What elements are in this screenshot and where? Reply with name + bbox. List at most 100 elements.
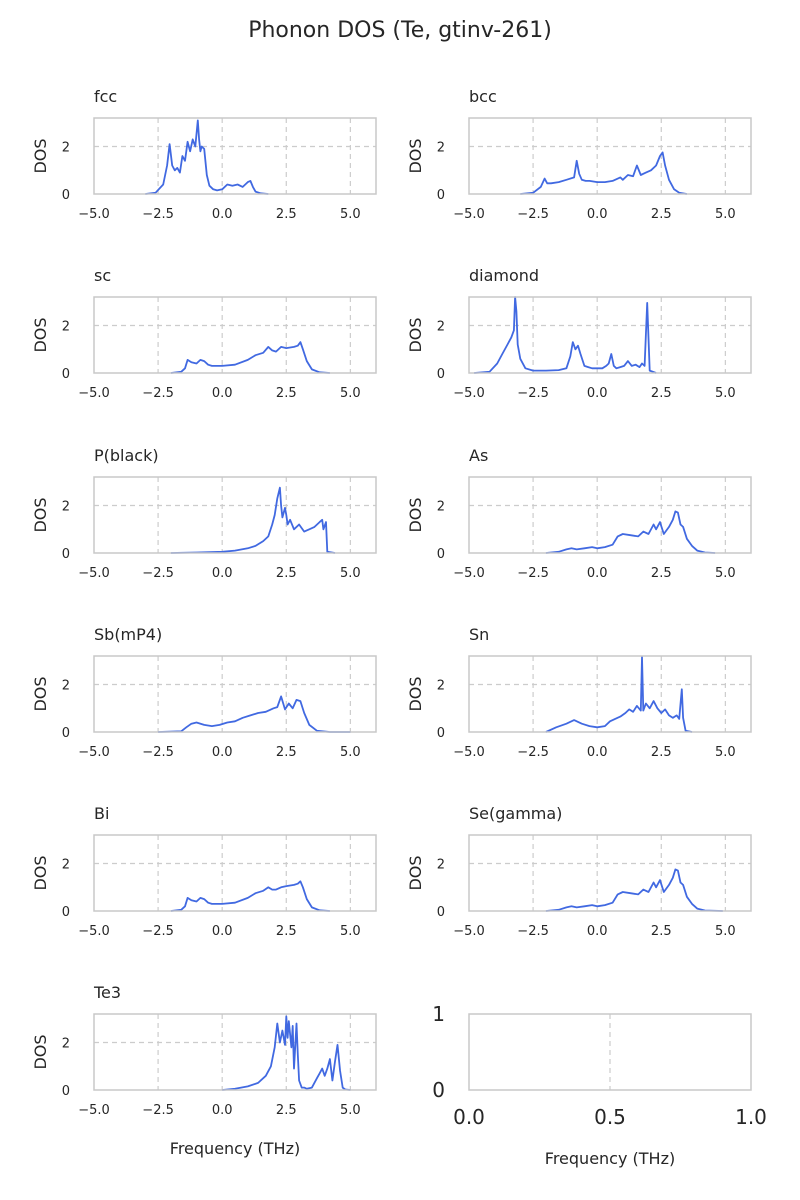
x-tick-label: 2.5 xyxy=(651,386,672,401)
x-tick-label: −5.0 xyxy=(78,745,110,760)
x-tick-label: −2.5 xyxy=(517,207,549,222)
x-tick-label: 0.0 xyxy=(587,207,608,222)
x-tick-label: 2.5 xyxy=(651,207,672,222)
x-tick-label: 0.0 xyxy=(587,924,608,939)
subplot-sc: −5.0 −2.5 0.0 2.5 5.0 0 2 sc DOS xyxy=(31,266,377,401)
y-tick-label: 0 xyxy=(62,188,70,203)
x-tick-label: 5.0 xyxy=(340,566,361,581)
x-tick-label: −2.5 xyxy=(517,566,549,581)
x-tick-label: −5.0 xyxy=(453,386,485,401)
y-axis-label: DOS xyxy=(31,1034,50,1069)
subplot-te3: −5.0 −2.5 0.0 2.5 5.0 0 2 Te3 DOS Frequency (THz) xyxy=(31,983,377,1158)
x-tick-label: 0.0 xyxy=(212,745,233,760)
subplot-title: Bi xyxy=(94,804,109,823)
dos-line xyxy=(158,695,351,733)
y-tick-label: 2 xyxy=(437,858,445,873)
y-axis-label: DOS xyxy=(31,855,50,890)
y-axis-label: DOS xyxy=(406,855,425,890)
x-tick-label: −5.0 xyxy=(78,386,110,401)
y-axis-label: DOS xyxy=(406,676,425,711)
x-tick-label: 5.0 xyxy=(340,386,361,401)
x-tick-label: −2.5 xyxy=(517,745,549,760)
y-tick-label: 2 xyxy=(62,141,70,156)
y-tick-label: 2 xyxy=(437,679,445,694)
x-tick-label: 2.5 xyxy=(651,924,672,939)
subplot-title: P(black) xyxy=(94,446,159,465)
plot-frame xyxy=(93,296,377,374)
dos-line xyxy=(520,151,688,195)
x-tick-label: −5.0 xyxy=(453,207,485,222)
plot-frame xyxy=(468,834,752,912)
y-tick-label: 2 xyxy=(62,500,70,515)
dos-line xyxy=(145,119,269,195)
x-tick-label: 2.5 xyxy=(276,207,297,222)
subplot-title: Se(gamma) xyxy=(469,804,562,823)
x-tick-label: 5.0 xyxy=(715,924,736,939)
y-axis-label: DOS xyxy=(406,497,425,532)
x-tick-label: −2.5 xyxy=(142,924,174,939)
x-tick-label: 0.0 xyxy=(212,386,233,401)
subplot-se-gamma-: −5.0 −2.5 0.0 2.5 5.0 0 2 Se(gamma) DOS xyxy=(406,804,752,939)
plot-frame xyxy=(468,1013,752,1091)
subplot-bcc: −5.0 −2.5 0.0 2.5 5.0 0 2 bcc DOS xyxy=(406,87,752,222)
y-tick-label: 2 xyxy=(62,320,70,335)
x-tick-label: 2.5 xyxy=(651,566,672,581)
plot-frame xyxy=(93,655,377,733)
dos-line xyxy=(222,1015,351,1091)
x-tick-label: 1.0 xyxy=(735,1105,767,1129)
x-tick-label: −5.0 xyxy=(453,566,485,581)
x-tick-label: −5.0 xyxy=(78,924,110,939)
y-tick-label: 0 xyxy=(62,1084,70,1099)
y-tick-label: 1 xyxy=(432,1002,445,1026)
x-tick-label: 5.0 xyxy=(715,386,736,401)
x-tick-label: 2.5 xyxy=(276,386,297,401)
subplot-title: Te3 xyxy=(93,983,121,1002)
y-tick-label: 0 xyxy=(62,726,70,741)
subplot-title: fcc xyxy=(94,87,117,106)
subplot-sn: −5.0 −2.5 0.0 2.5 5.0 0 2 Sn DOS xyxy=(406,625,752,760)
x-tick-label: 0.0 xyxy=(587,566,608,581)
x-tick-label: −5.0 xyxy=(453,924,485,939)
x-tick-label: 5.0 xyxy=(340,1103,361,1118)
y-axis-label: DOS xyxy=(31,317,50,352)
y-tick-label: 0 xyxy=(62,367,70,382)
x-tick-label: 2.5 xyxy=(651,745,672,760)
subplot-title: Sb(mP4) xyxy=(94,625,162,644)
plot-frame xyxy=(93,476,377,554)
x-tick-label: −2.5 xyxy=(142,745,174,760)
x-tick-label: 0.0 xyxy=(212,566,233,581)
y-axis-label: DOS xyxy=(31,138,50,173)
y-tick-label: 0 xyxy=(437,188,445,203)
x-tick-label: −5.0 xyxy=(78,1103,110,1118)
y-tick-label: 0 xyxy=(62,547,70,562)
y-tick-label: 0 xyxy=(62,905,70,920)
y-tick-label: 0 xyxy=(437,367,445,382)
x-tick-label: 5.0 xyxy=(340,924,361,939)
x-tick-label: 2.5 xyxy=(276,566,297,581)
subplot-as: −5.0 −2.5 0.0 2.5 5.0 0 2 As DOS xyxy=(406,446,752,581)
x-tick-label: 0.0 xyxy=(587,386,608,401)
plot-frame xyxy=(93,117,377,195)
y-tick-label: 2 xyxy=(437,141,445,156)
subplot-bi: −5.0 −2.5 0.0 2.5 5.0 0 2 Bi DOS xyxy=(31,804,377,939)
x-tick-label: 5.0 xyxy=(715,566,736,581)
y-tick-label: 0 xyxy=(432,1078,445,1102)
x-tick-label: −2.5 xyxy=(517,924,549,939)
x-tick-label: −5.0 xyxy=(78,566,110,581)
subplot-fcc: −5.0 −2.5 0.0 2.5 5.0 0 2 fcc DOS xyxy=(31,87,377,222)
plot-frame xyxy=(468,296,752,374)
x-tick-label: −2.5 xyxy=(142,566,174,581)
y-axis-label: DOS xyxy=(406,138,425,173)
x-tick-label: 0.0 xyxy=(212,1103,233,1118)
subplot-title: bcc xyxy=(469,87,497,106)
x-tick-label: 5.0 xyxy=(715,745,736,760)
subplot-p-black-: −5.0 −2.5 0.0 2.5 5.0 0 2 P(black) DOS xyxy=(31,446,377,581)
subplot-empty: 0.0 0.5 1.0 0 1 Frequency (THz) xyxy=(432,1002,767,1168)
x-tick-label: −5.0 xyxy=(78,207,110,222)
x-tick-label: 2.5 xyxy=(276,745,297,760)
x-tick-label: 5.0 xyxy=(340,207,361,222)
x-tick-label: 0.0 xyxy=(453,1105,485,1129)
subplot-title: diamond xyxy=(469,266,539,285)
x-tick-label: 0.0 xyxy=(587,745,608,760)
